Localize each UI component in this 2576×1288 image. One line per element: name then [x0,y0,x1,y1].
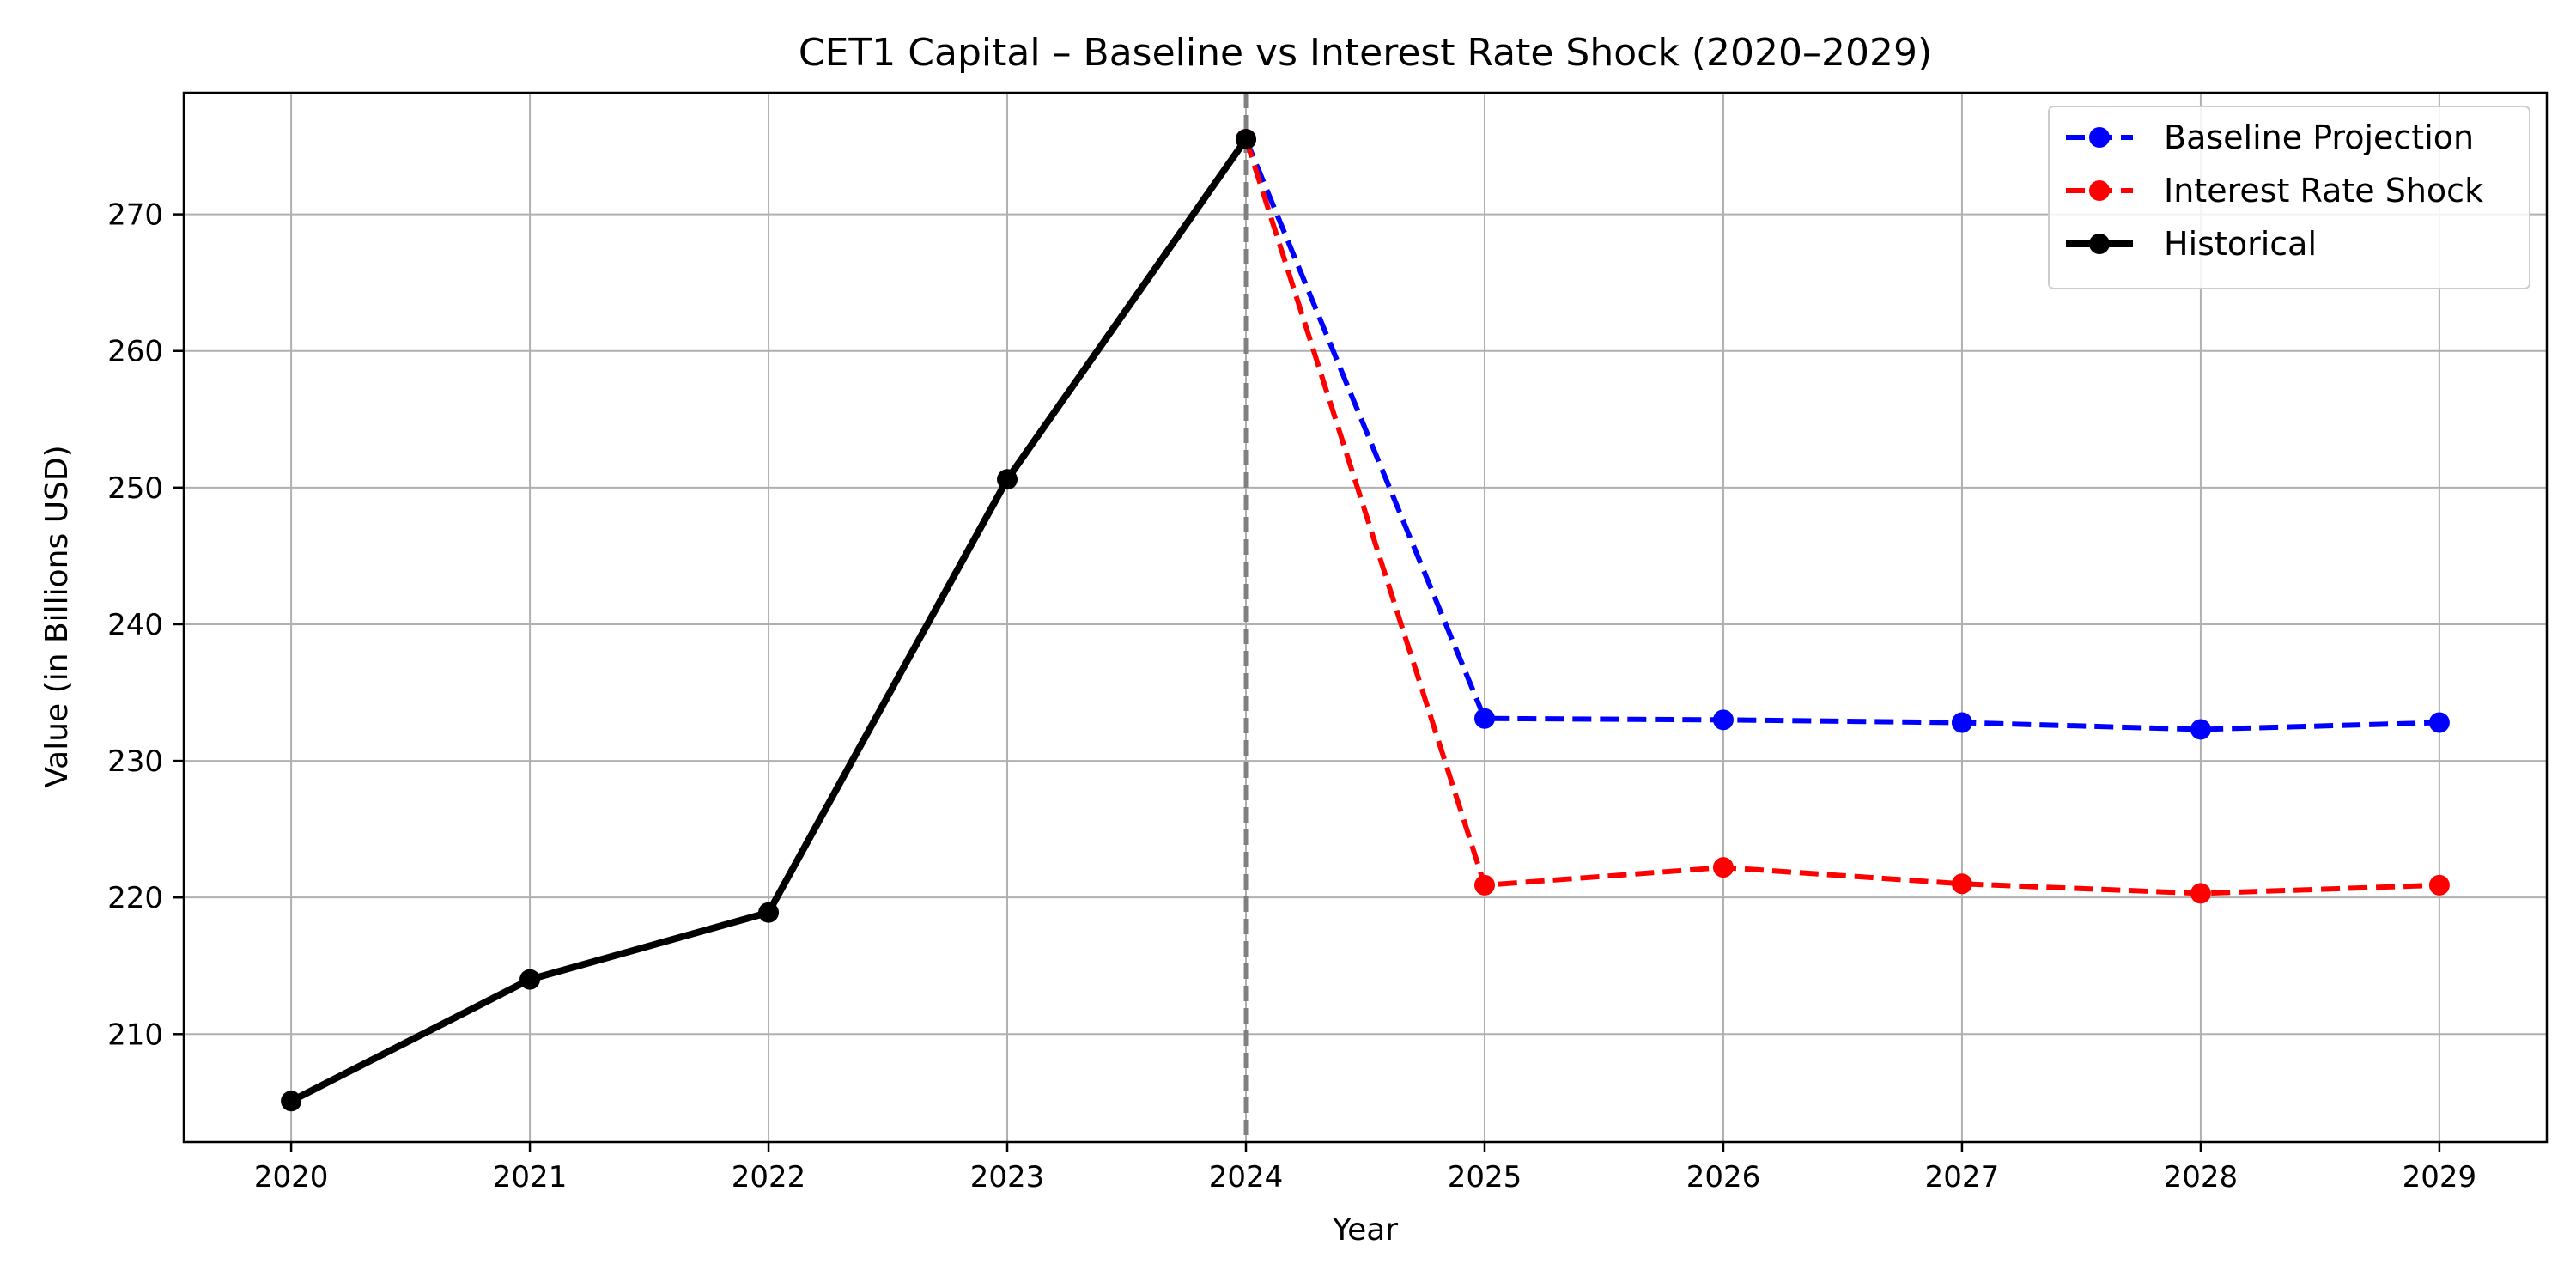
data-point-baseline-projection [2429,713,2450,733]
x-tick-label: 2025 [1448,1160,1522,1194]
x-tick-label: 2024 [1209,1160,1284,1194]
legend: Baseline Projection Interest Rate Shock Hi… [2049,106,2530,289]
data-point-interest-rate-shock [1474,875,1495,896]
data-point-interest-rate-shock [2190,883,2211,903]
y-axis-ticks: 210 220 230 240 250 260 270 [107,198,184,1053]
x-axis-label: Year [1332,1212,1398,1248]
data-point-historical [758,902,779,923]
data-point-historical [1236,129,1256,149]
data-point-historical [281,1091,301,1111]
x-tick-label: 2027 [1925,1160,2000,1194]
legend-label: Baseline Projection [2164,118,2474,156]
x-tick-label: 2023 [970,1160,1045,1194]
legend-label: Interest Rate Shock [2164,172,2483,210]
x-tick-label: 2029 [2403,1160,2477,1194]
x-tick-label: 2026 [1686,1160,1761,1194]
x-axis-ticks: 2020 2021 2022 2023 2024 2025 2026 2027 2028 2029 [254,1142,2476,1194]
x-tick-label: 2028 [2164,1160,2239,1194]
data-point-baseline-projection [2190,719,2211,739]
y-tick-label: 270 [107,198,163,233]
legend-swatch-marker [2089,234,2110,254]
data-point-historical [519,969,540,990]
y-tick-label: 260 [107,335,163,369]
data-point-interest-rate-shock [2429,875,2450,896]
x-tick-label: 2022 [732,1160,806,1194]
data-point-interest-rate-shock [1952,873,1972,894]
data-point-interest-rate-shock [1713,857,1734,878]
legend-swatch-marker [2089,127,2110,148]
legend-label: Historical [2164,225,2317,263]
x-tick-label: 2020 [254,1160,329,1194]
legend-swatch-marker [2089,180,2110,201]
y-axis-label: Value (in Billions USD) [39,445,75,787]
data-point-baseline-projection [1713,709,1734,730]
data-point-historical [997,469,1018,489]
data-point-baseline-projection [1952,713,1972,733]
y-tick-label: 240 [107,608,163,642]
y-tick-label: 220 [107,881,163,915]
y-tick-label: 210 [107,1018,163,1052]
x-tick-label: 2021 [493,1160,568,1194]
data-point-baseline-projection [1474,708,1495,729]
y-tick-label: 230 [107,744,163,779]
chart-title: CET1 Capital – Baseline vs Interest Rate… [799,31,1932,75]
y-tick-label: 250 [107,471,163,506]
